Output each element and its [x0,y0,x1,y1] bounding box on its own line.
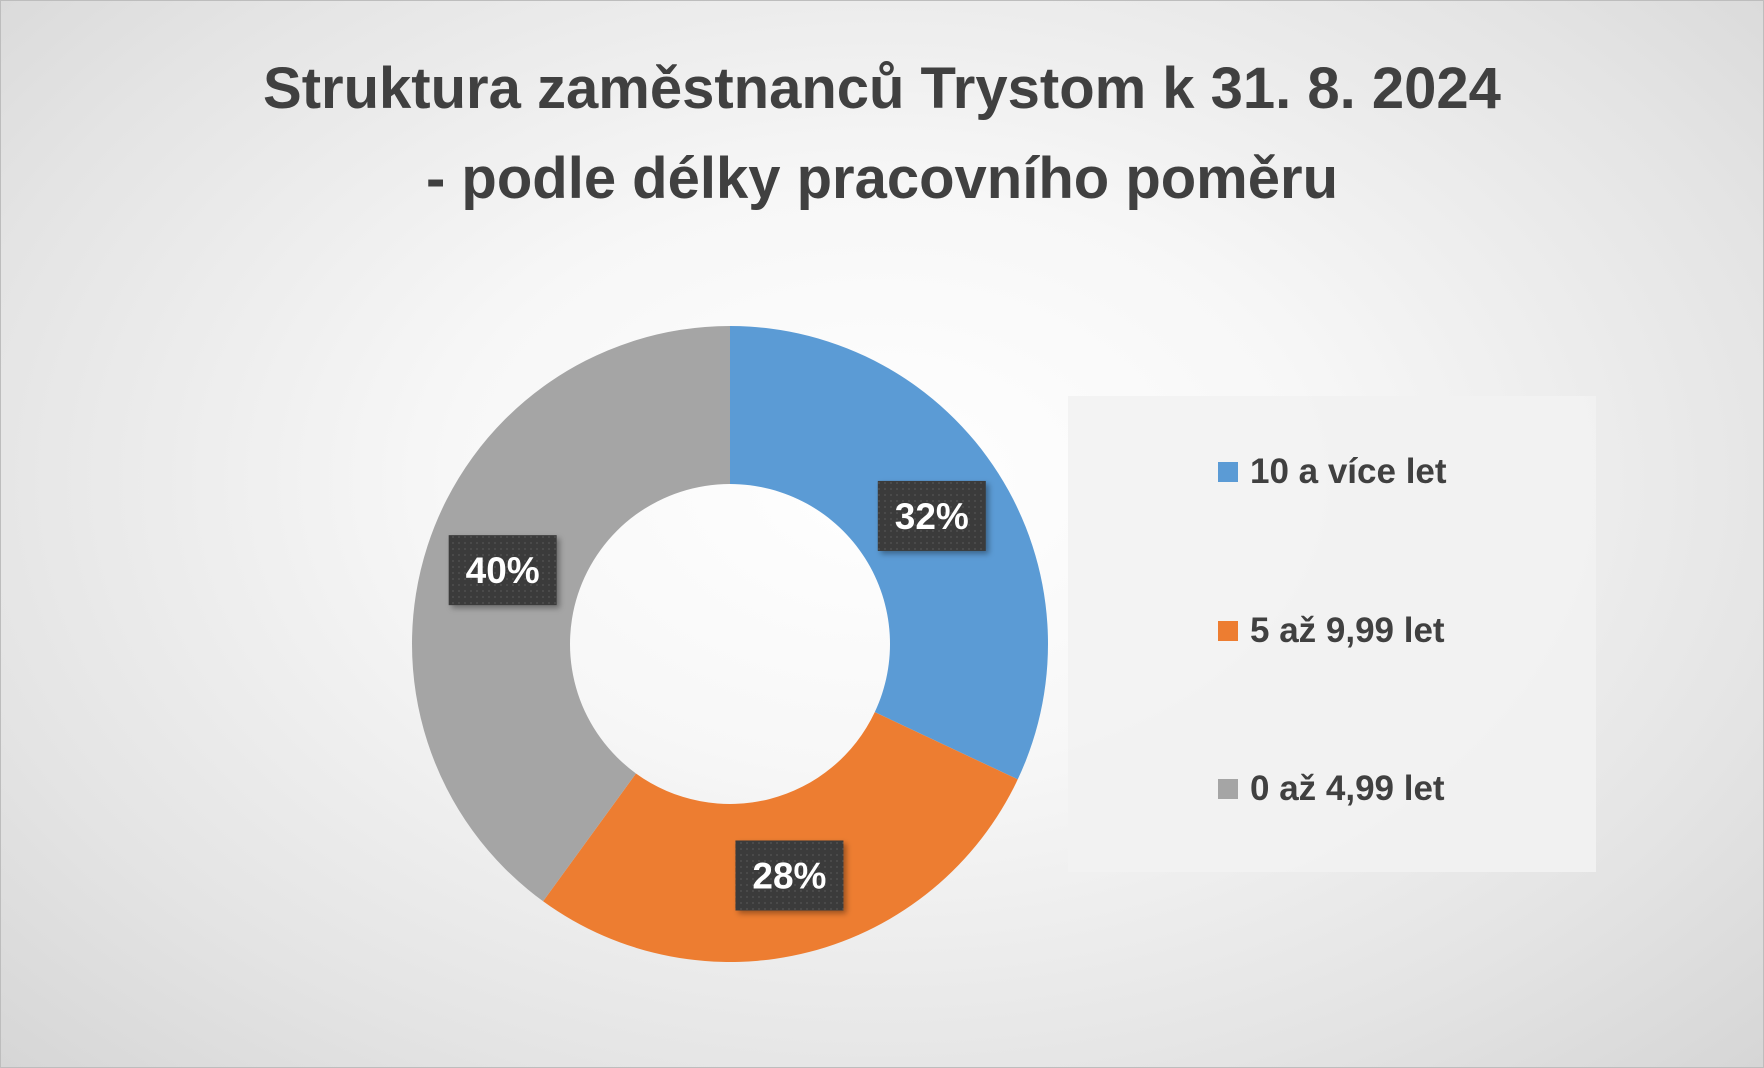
data-label-2: 28% [735,840,844,911]
chart-title: Struktura zaměstnanců Trystom k 31. 8. 2… [0,44,1764,224]
slice-3 [412,326,730,902]
legend-label: 0 až 4,99 let [1250,769,1445,808]
legend-item-10-plus-years: 10 a více let [1218,452,1447,492]
legend-label: 10 a více let [1250,452,1447,491]
data-label-1: 32% [877,480,986,551]
data-label-box [877,480,986,551]
data-label-text: 32% [895,496,969,537]
slice-2 [543,712,1018,962]
data-label-box [735,840,844,911]
legend-item-0-to-4-99-years: 0 až 4,99 let [1218,769,1445,809]
data-label-text: 28% [752,855,826,896]
legend-label: 5 až 9,99 let [1250,611,1445,650]
legend-swatch [1218,779,1238,799]
chart-title-line-2: - podle délky pracovního poměru [425,146,1339,211]
slice-1 [730,326,1048,780]
legend-swatch [1218,621,1238,641]
data-label-3: 40% [448,535,557,606]
data-label-text: 40% [466,550,540,591]
legend: 10 a více let 5 až 9,99 let 0 až 4,99 le… [1068,396,1596,872]
legend-swatch [1218,462,1238,482]
chart-title-line-1: Struktura zaměstnanců Trystom k 31. 8. 2… [263,56,1501,121]
legend-item-5-to-9-99-years: 5 až 9,99 let [1218,611,1445,651]
data-label-box [448,535,557,606]
